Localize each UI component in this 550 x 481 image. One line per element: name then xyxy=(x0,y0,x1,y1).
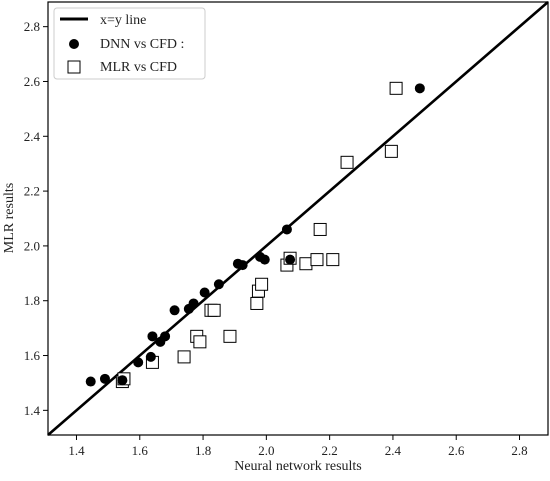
dnn-point xyxy=(160,331,171,342)
x-tick-label: 2.2 xyxy=(322,443,338,458)
legend: x=y line DNN vs CFD : MLR vs CFD xyxy=(53,7,206,80)
x-tick-label: 2.8 xyxy=(511,443,527,458)
dnn-point xyxy=(145,351,156,362)
plot-frame xyxy=(47,1,549,436)
y-tick-label: 2.6 xyxy=(24,74,41,89)
mlr-point xyxy=(313,222,327,236)
dnn-point xyxy=(99,373,110,384)
dnn-point xyxy=(188,298,199,309)
y-tick-label: 1.4 xyxy=(24,403,41,418)
y-tick-label: 2.4 xyxy=(24,129,41,144)
dnn-point xyxy=(259,254,270,265)
dnn-point xyxy=(414,83,425,94)
mlr-point xyxy=(299,257,313,271)
x-tick-label: 1.4 xyxy=(68,443,85,458)
legend-label-mlr: MLR vs CFD xyxy=(100,60,177,75)
dnn-point xyxy=(85,376,96,387)
mlr-point xyxy=(310,253,324,267)
legend-label-dnn: DNN vs CFD : xyxy=(100,37,184,52)
mlr-point xyxy=(255,277,269,291)
x-tick-label: 2.0 xyxy=(258,443,274,458)
y-tick-label: 2.2 xyxy=(24,184,40,199)
dnn-point xyxy=(117,375,128,386)
mlr-point xyxy=(389,81,403,95)
mlr-point xyxy=(193,335,207,349)
mlr-point xyxy=(223,329,237,343)
dnn-point xyxy=(199,287,210,298)
x-tick-label: 1.6 xyxy=(132,443,149,458)
xy-reference-line xyxy=(47,1,549,436)
legend-square-marker xyxy=(67,60,81,74)
dnn-point xyxy=(285,254,296,265)
dnn-point xyxy=(169,305,180,316)
mlr-point xyxy=(177,350,191,364)
dnn-point xyxy=(133,357,144,368)
plot-area xyxy=(47,1,549,436)
x-tick-label: 2.6 xyxy=(448,443,465,458)
dnn-point xyxy=(147,331,158,342)
y-tick-label: 2.0 xyxy=(24,238,40,253)
mlr-point xyxy=(340,155,354,169)
x-axis-label: Neural network results xyxy=(234,459,362,474)
y-tick-label: 1.8 xyxy=(24,293,40,308)
mlr-point xyxy=(384,144,398,158)
x-tick-label: 2.4 xyxy=(385,443,402,458)
mlr-point xyxy=(207,303,221,317)
y-axis: 1.4 1.6 1.8 2.0 2.2 2.4 2.6 2.8 xyxy=(24,19,48,418)
y-tick-label: 1.6 xyxy=(24,348,41,363)
legend-label-reference: x=y line xyxy=(100,13,146,28)
mlr-point xyxy=(326,253,340,267)
legend-circle-marker xyxy=(69,39,79,49)
legend-box xyxy=(53,7,206,80)
dnn-point xyxy=(281,224,292,235)
x-tick-label: 1.8 xyxy=(195,443,211,458)
y-tick-label: 2.8 xyxy=(24,19,40,34)
dnn-point xyxy=(213,279,224,290)
dnn-point xyxy=(237,260,248,271)
x-axis: 1.4 1.6 1.8 2.0 2.2 2.4 2.6 2.8 xyxy=(68,435,528,458)
y-axis-label: MLR results xyxy=(2,183,17,253)
mlr-point xyxy=(250,296,264,310)
